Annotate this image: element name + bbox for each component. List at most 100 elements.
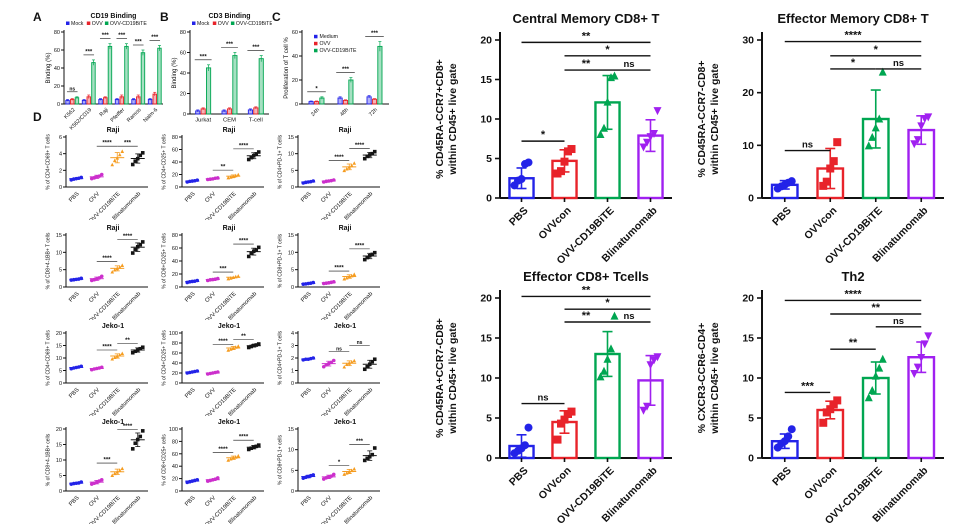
svg-text:*: * bbox=[541, 129, 546, 141]
svg-text:40: 40 bbox=[54, 66, 60, 72]
svg-text:****: **** bbox=[102, 141, 112, 147]
svg-text:***: *** bbox=[85, 49, 93, 55]
svg-text:0: 0 bbox=[59, 185, 62, 191]
svg-text:Pfeiffer: Pfeiffer bbox=[110, 107, 127, 124]
svg-text:OVV: OVV bbox=[320, 41, 331, 47]
svg-text:**: ** bbox=[849, 337, 858, 349]
svg-text:within CD45+ live gate: within CD45+ live gate bbox=[709, 322, 721, 434]
th2-chart: Th2 % CXCR3-CCR6-CD4+ within CD45+ live ga… bbox=[692, 266, 954, 527]
svg-text:OVV: OVV bbox=[204, 495, 217, 508]
svg-text:20: 20 bbox=[480, 35, 492, 47]
svg-text:****: **** bbox=[334, 266, 344, 272]
panel-d-jeko1-cd8-cd25-plot: Jeko-1 0 20 40 60 80 100% of CD8+CD25+ cells PB… bbox=[160, 416, 272, 527]
svg-text:**: ** bbox=[125, 338, 130, 344]
svg-text:10: 10 bbox=[288, 152, 294, 158]
svg-text:OVVcon: OVVcon bbox=[802, 465, 839, 502]
svg-text:% of CD8+PD-1+ cells: % of CD8+PD-1+ cells bbox=[278, 434, 284, 485]
svg-text:****: **** bbox=[218, 447, 228, 453]
svg-text:****: **** bbox=[844, 288, 862, 300]
svg-text:PBS: PBS bbox=[184, 291, 197, 304]
svg-text:% CD45RA+CCR7-CD8+: % CD45RA+CCR7-CD8+ bbox=[434, 318, 446, 438]
svg-text:% of CD8+CD25+ T cells: % of CD8+CD25+ T cells bbox=[162, 233, 168, 289]
svg-text:**: ** bbox=[582, 284, 591, 296]
svg-text:24h: 24h bbox=[310, 107, 321, 118]
svg-text:Raji: Raji bbox=[223, 127, 236, 134]
svg-text:% of CD4+PD-1+ T cells: % of CD4+PD-1+ T cells bbox=[278, 330, 284, 385]
central-memory-cd8-chart: Central Memory CD8+ T % CD45RA-CCR7+CD8+ w… bbox=[430, 8, 682, 267]
svg-text:PBS: PBS bbox=[507, 465, 531, 489]
svg-text:T-cell: T-cell bbox=[249, 118, 263, 124]
svg-text:20: 20 bbox=[742, 293, 754, 305]
svg-text:5: 5 bbox=[59, 474, 62, 480]
svg-text:0: 0 bbox=[748, 453, 754, 465]
svg-text:OVV: OVV bbox=[88, 495, 101, 508]
svg-text:PBS: PBS bbox=[770, 465, 794, 489]
svg-text:5: 5 bbox=[291, 168, 294, 174]
svg-text:***: *** bbox=[102, 33, 110, 39]
effector-memory-cd8-chart: Effector Memory CD8+ T % CD45RA-CCR7-CD8+… bbox=[692, 8, 954, 267]
svg-text:20: 20 bbox=[172, 173, 178, 179]
svg-text:****: **** bbox=[355, 243, 365, 249]
svg-text:OVV: OVV bbox=[204, 291, 217, 304]
svg-text:****: **** bbox=[123, 234, 133, 240]
svg-text:20: 20 bbox=[172, 477, 178, 483]
svg-text:% of CD4+CD25+ T cells: % of CD4+CD25+ T cells bbox=[162, 330, 168, 386]
svg-text:60: 60 bbox=[172, 148, 178, 154]
svg-text:OVV-CD19BiTE: OVV-CD19BiTE bbox=[236, 21, 272, 27]
svg-text:Jeko-1: Jeko-1 bbox=[334, 323, 356, 330]
svg-text:5: 5 bbox=[486, 153, 492, 165]
svg-text:80: 80 bbox=[54, 30, 60, 36]
panel-d-jeko1-cd4-cd69-plot: Jeko-1 0 5 10 15 20 % of CD4+CD69+ T cells PBS O… bbox=[44, 320, 156, 421]
svg-text:15: 15 bbox=[288, 135, 294, 141]
svg-text:0: 0 bbox=[291, 489, 294, 495]
svg-text:Raji: Raji bbox=[339, 225, 352, 232]
svg-text:10: 10 bbox=[742, 140, 754, 152]
svg-text:80: 80 bbox=[172, 233, 178, 239]
svg-text:OVV: OVV bbox=[204, 387, 217, 400]
svg-text:0: 0 bbox=[748, 193, 754, 205]
svg-text:20: 20 bbox=[56, 427, 62, 433]
panel-d-raji-cd8-41bb-plot: Raji 0 5 10 15% of CD8+4-1BB+ T cells PBS OVV O… bbox=[44, 222, 156, 325]
svg-text:ns: ns bbox=[537, 393, 548, 404]
svg-text:20: 20 bbox=[54, 84, 60, 90]
svg-text:*: * bbox=[874, 44, 879, 56]
svg-text:1: 1 bbox=[291, 369, 294, 375]
svg-text:72h: 72h bbox=[368, 107, 379, 118]
svg-text:% of CD8+CD25+ cells: % of CD8+CD25+ cells bbox=[162, 434, 168, 486]
svg-text:within CD45+ live gate: within CD45+ live gate bbox=[447, 322, 459, 434]
svg-text:OVVcon: OVVcon bbox=[536, 205, 573, 242]
svg-text:OVV: OVV bbox=[320, 191, 333, 204]
svg-text:Raji: Raji bbox=[99, 107, 110, 118]
svg-text:Mock: Mock bbox=[71, 21, 84, 27]
svg-text:60: 60 bbox=[54, 48, 60, 54]
svg-text:****: **** bbox=[123, 424, 133, 430]
svg-text:Raji: Raji bbox=[339, 127, 352, 134]
svg-text:5: 5 bbox=[748, 413, 754, 425]
svg-text:PBS: PBS bbox=[68, 191, 81, 204]
svg-text:Mock: Mock bbox=[197, 21, 210, 27]
svg-text:OVVcon: OVVcon bbox=[536, 465, 573, 502]
svg-text:10: 10 bbox=[288, 250, 294, 256]
svg-text:****: **** bbox=[334, 155, 344, 161]
panel-d-raji-cd8-cd25-plot: Raji 0 20 40 60 80 % of CD8+CD25+ T cells PBS OV… bbox=[160, 222, 272, 325]
svg-text:***: *** bbox=[135, 40, 143, 46]
svg-text:% of CD4+CD25+ T cells: % of CD4+CD25+ T cells bbox=[162, 134, 168, 190]
svg-text:OVV: OVV bbox=[320, 387, 333, 400]
svg-text:***: *** bbox=[200, 54, 208, 60]
svg-text:6: 6 bbox=[59, 135, 62, 141]
svg-text:60: 60 bbox=[172, 351, 178, 357]
svg-text:10: 10 bbox=[288, 448, 294, 454]
svg-text:10: 10 bbox=[56, 458, 62, 464]
panel-d-raji-cd4-cd25-plot: Raji 0 20 40 60 80 % of CD4+CD25+ T cells PBS OV… bbox=[160, 124, 272, 225]
svg-text:100: 100 bbox=[169, 427, 178, 433]
svg-text:OVV-CD19BiTE: OVV-CD19BiTE bbox=[320, 48, 357, 54]
svg-text:***: *** bbox=[103, 458, 111, 464]
svg-text:K562: K562 bbox=[63, 107, 76, 120]
svg-text:PBS: PBS bbox=[184, 387, 197, 400]
svg-text:80: 80 bbox=[172, 439, 178, 445]
svg-text:15: 15 bbox=[742, 333, 754, 345]
svg-text:10: 10 bbox=[480, 373, 492, 385]
svg-text:4: 4 bbox=[59, 152, 62, 158]
panel-label-b: B bbox=[160, 10, 169, 24]
svg-text:*: * bbox=[851, 57, 856, 69]
